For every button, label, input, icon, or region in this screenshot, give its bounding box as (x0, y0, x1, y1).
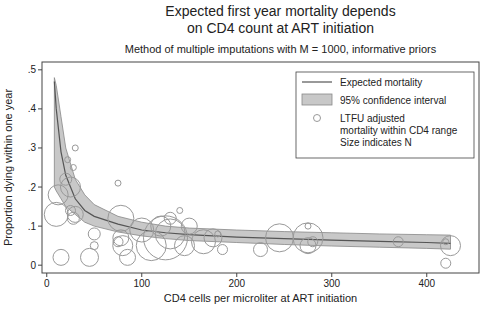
bubble (120, 249, 136, 265)
chart: Expected first year mortality dependson … (0, 0, 485, 325)
y-tick-label: .2 (28, 182, 37, 193)
legend-marker (314, 115, 321, 122)
bubble (215, 231, 221, 237)
bubble (155, 219, 185, 249)
x-tick (141, 273, 142, 277)
bubble (308, 237, 318, 247)
y-tick-label: .1 (28, 221, 37, 232)
x-tick (426, 273, 427, 277)
subtitle: Method of multiple imputations with M = … (125, 43, 437, 55)
bubble (441, 258, 451, 268)
bubble (181, 218, 197, 234)
x-tick-label: 100 (133, 278, 150, 289)
bubble (192, 230, 216, 254)
bubble (293, 223, 323, 253)
title: on CD4 count at ART initiation (187, 20, 374, 36)
bubble (136, 231, 166, 261)
x-tick-label: 300 (323, 278, 340, 289)
title: Expected first year mortality depends (165, 3, 395, 19)
bubble (254, 243, 268, 257)
bubble (44, 202, 68, 226)
bubble (88, 228, 100, 240)
bubble (61, 177, 81, 197)
y-tick (38, 147, 42, 148)
x-tick (331, 273, 332, 277)
x-tick (236, 273, 237, 277)
bubble (177, 207, 183, 213)
x-axis-label: CD4 cells per microliter at ART initiati… (164, 292, 357, 304)
legend (296, 72, 474, 158)
x-tick (46, 273, 47, 277)
bubble (218, 245, 228, 255)
y-tick (38, 265, 42, 266)
bubble (113, 230, 129, 246)
bubble (65, 157, 71, 163)
y-tick-label: 0 (30, 260, 36, 271)
bubble (266, 224, 294, 252)
x-tick-label: 400 (418, 278, 435, 289)
y-tick (38, 226, 42, 227)
bubble (53, 249, 69, 265)
y-tick-label: .3 (28, 142, 37, 153)
bubble (113, 236, 133, 256)
y-tick (38, 187, 42, 188)
bubble (115, 180, 121, 186)
bubble (164, 212, 176, 224)
bubble (305, 223, 311, 229)
legend-label: 95% confidence interval (340, 95, 446, 106)
x-tick-label: 200 (228, 278, 245, 289)
legend-band (302, 94, 332, 105)
bubble (81, 248, 99, 266)
legend-line (302, 81, 332, 82)
bubble (72, 145, 78, 151)
legend-label: Expected mortality (340, 77, 422, 88)
bubble (113, 237, 123, 247)
bubble (67, 206, 83, 222)
bubble (48, 185, 68, 205)
bubble (441, 236, 461, 256)
x-tick-label: 0 (44, 278, 50, 289)
bubble (70, 165, 76, 171)
y-tick (38, 108, 42, 109)
bubble (443, 239, 449, 245)
confidence-band (54, 78, 450, 250)
y-tick-label: .5 (28, 64, 37, 75)
bubble (90, 242, 98, 250)
y-tick (38, 69, 42, 70)
bubble (204, 229, 222, 247)
mortality-line (54, 82, 450, 244)
plot-frame (42, 62, 479, 273)
legend-size-note: Size indicates N (340, 137, 412, 148)
y-tick-label: .4 (28, 103, 37, 114)
legend-label: LTFU adjustedmortality within CD4 range (340, 113, 458, 136)
bubble (393, 237, 403, 247)
y-axis-label: Proportion dying within one year (2, 89, 14, 246)
